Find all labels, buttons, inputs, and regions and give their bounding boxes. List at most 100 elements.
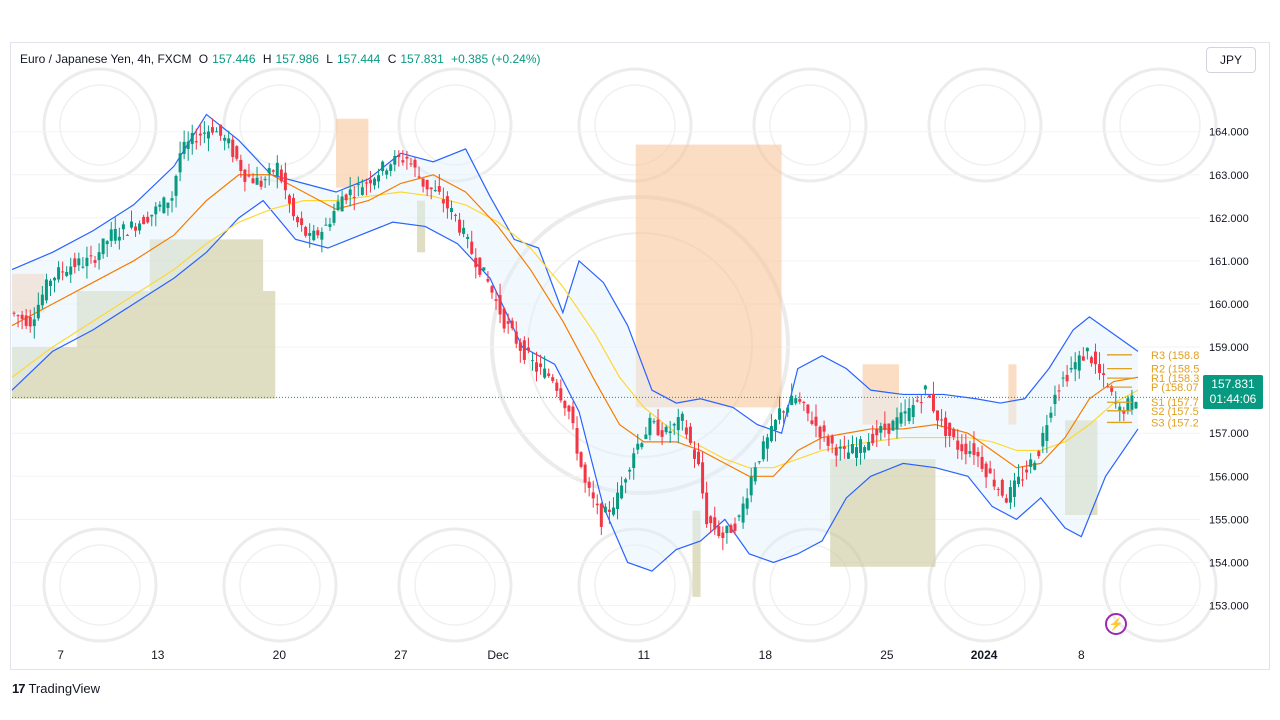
candle-body: [611, 507, 615, 515]
y-tick-label: 154.000: [1209, 557, 1249, 569]
high-value: 157.986: [275, 52, 319, 66]
candle-body: [356, 183, 360, 185]
candle-body: [166, 202, 170, 208]
candle-body: [1045, 425, 1049, 441]
candle-body: [688, 426, 692, 443]
candle-body: [348, 189, 352, 196]
candle-body: [968, 451, 972, 454]
candle-body: [530, 360, 534, 362]
candle-body: [1073, 362, 1077, 370]
candle-body: [518, 342, 522, 351]
candle-body: [1114, 402, 1118, 404]
zone-green: [692, 510, 701, 597]
candle-body: [81, 266, 85, 268]
watermark-ring: [577, 67, 693, 183]
close-label: C: [387, 52, 397, 66]
candle-body: [1077, 355, 1081, 371]
pivot-label: S1 (157.7: [1151, 397, 1199, 409]
candle-body: [134, 226, 138, 231]
candle-body: [927, 395, 931, 398]
open-value: 157.446: [212, 52, 256, 66]
candle-body: [1122, 410, 1126, 414]
candle-body: [12, 312, 16, 314]
zone-layer: [12, 118, 1098, 597]
candle-body: [287, 195, 291, 204]
candle-body: [146, 216, 150, 223]
zone-green: [1065, 420, 1098, 516]
candle-body: [583, 464, 587, 483]
candle-body: [790, 395, 794, 406]
pivot-label: S3 (157.2: [1151, 417, 1199, 429]
candle-body: [312, 230, 316, 241]
candle-body: [1065, 374, 1069, 382]
candle-body: [709, 516, 713, 524]
candle-body: [547, 373, 551, 376]
candle-body: [855, 447, 858, 458]
candle-body: [648, 417, 652, 436]
bolt-icon[interactable]: ⚡: [1105, 613, 1127, 635]
candle-body: [717, 526, 721, 537]
candle-body: [364, 182, 368, 184]
candle-body: [514, 331, 518, 344]
candle-body: [1041, 432, 1045, 447]
x-tick-label: Dec: [487, 648, 508, 662]
candle-body: [490, 286, 494, 293]
chart-frame[interactable]: [10, 42, 1270, 670]
watermark-ring: [944, 84, 1026, 166]
candle-body: [798, 399, 802, 402]
ema-slow-line: [11, 191, 1139, 469]
ema-fast-line: [11, 174, 1139, 477]
candle-body: [1126, 398, 1130, 411]
watermark-ring: [769, 84, 851, 166]
candle-body: [551, 377, 555, 381]
candle-body: [283, 172, 287, 191]
candle-body: [607, 509, 611, 512]
candle-body: [227, 138, 231, 144]
candle-body: [1098, 364, 1102, 373]
candle-body: [632, 453, 636, 469]
candle-body: [782, 411, 786, 413]
candle-body: [616, 492, 620, 509]
candle-body: [474, 257, 478, 268]
candle-body: [85, 257, 89, 267]
candle-body: [454, 214, 458, 216]
candle-body: [352, 197, 356, 199]
currency-button[interactable]: JPY: [1206, 47, 1256, 73]
candle-body: [664, 426, 668, 433]
candle-body: [907, 408, 911, 422]
candle-body: [749, 476, 753, 496]
symbol-title[interactable]: Euro / Japanese Yen, 4h, FXCM: [20, 52, 192, 66]
candle-body: [1021, 479, 1025, 481]
watermark-ring: [59, 84, 141, 166]
candle-body: [32, 319, 36, 327]
candle-body: [125, 234, 129, 236]
y-tick-label: 161.000: [1209, 256, 1249, 268]
tradingview-brand[interactable]: 17 TradingView: [12, 681, 100, 696]
candle-body: [535, 362, 539, 372]
candle-body: [105, 241, 109, 245]
x-tick-label: 18: [759, 648, 773, 662]
candle-body: [680, 413, 684, 421]
zone-green: [830, 459, 936, 567]
watermark-ring: [59, 544, 141, 626]
candle-body: [668, 431, 672, 434]
candle-body: [539, 363, 543, 368]
candle-body: [802, 401, 806, 403]
candle-body: [1053, 394, 1057, 405]
candle-body: [1008, 487, 1012, 503]
candle-body: [409, 163, 413, 165]
candle-body: [701, 462, 705, 494]
candle-body: [308, 233, 312, 236]
watermark-ring: [577, 527, 693, 643]
candle-body: [559, 388, 563, 401]
candle-body: [684, 427, 688, 435]
bollinger-lower: [11, 199, 1139, 572]
candle-body: [93, 260, 97, 263]
candle-body: [138, 223, 142, 231]
candle-body: [786, 407, 790, 413]
high-label: H: [262, 52, 272, 66]
candle-body: [1081, 356, 1085, 361]
candle-body: [340, 196, 344, 212]
candle-body: [113, 228, 117, 241]
